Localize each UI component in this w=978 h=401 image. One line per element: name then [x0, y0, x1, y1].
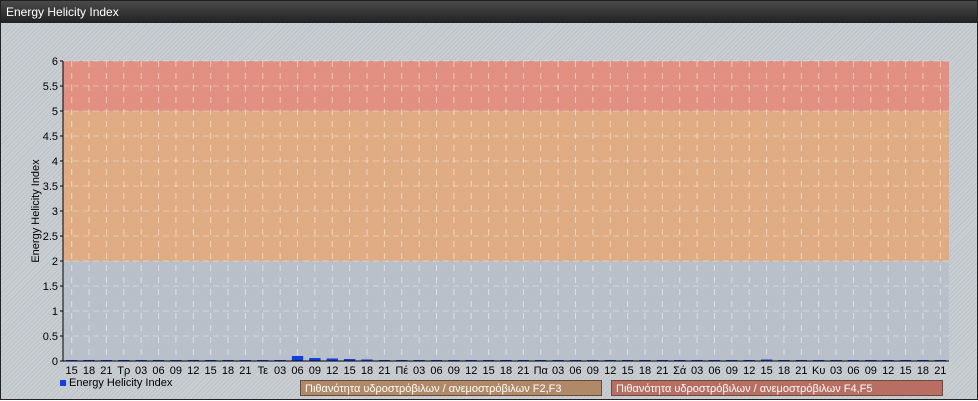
x-tick-label: 06 [708, 365, 720, 377]
x-tick-label: 18 [917, 365, 929, 377]
x-tick-label: 09 [170, 365, 182, 377]
x-tick-label: 09 [865, 365, 877, 377]
y-axis-label: Energy Helicity Index [30, 159, 42, 263]
x-tick-label: 12 [604, 365, 616, 377]
y-tick-label: 1 [52, 306, 58, 318]
x-tick-label: 06 [430, 365, 442, 377]
x-tick-label: 12 [187, 365, 199, 377]
x-tick-label: Πα [534, 365, 549, 377]
bar [343, 359, 356, 361]
y-tick-label: 2.5 [43, 231, 58, 243]
x-tick-label: 18 [83, 365, 95, 377]
x-tick-label: 21 [795, 365, 807, 377]
y-tick-label: 2 [52, 256, 58, 268]
x-tick-label: 09 [448, 365, 460, 377]
x-tick-label: 03 [135, 365, 147, 377]
bar [291, 356, 304, 361]
y-tick-label: 4.5 [43, 131, 58, 143]
x-tick-label: 18 [361, 365, 373, 377]
x-tick-label: Σά [673, 365, 687, 377]
x-tick-label: 15 [760, 365, 772, 377]
x-tick-label: 09 [309, 365, 321, 377]
bar [309, 358, 321, 361]
x-tick-label: 18 [222, 365, 234, 377]
x-tick-label: Τρ [117, 365, 130, 377]
bar [760, 359, 773, 361]
x-tick-label: 15 [621, 365, 633, 377]
x-tick-label: 21 [656, 365, 668, 377]
x-tick-label: 21 [934, 365, 946, 377]
y-tick-label: 1.5 [43, 281, 58, 293]
x-tick-label: 09 [726, 365, 738, 377]
bar [326, 358, 338, 361]
x-tick-label: 15 [66, 365, 78, 377]
x-tick-label: 06 [847, 365, 859, 377]
x-tick-label: 18 [639, 365, 651, 377]
legend-series: Energy Helicity Index [60, 376, 172, 390]
x-tick-label: Πέ [395, 365, 408, 377]
x-tick-label: 12 [882, 365, 894, 377]
bar [361, 359, 373, 361]
y-tick-label: 4 [52, 156, 58, 168]
x-tick-label: 21 [378, 365, 390, 377]
x-tick-label: 15 [483, 365, 495, 377]
y-tick-label: 5 [52, 106, 58, 118]
x-tick-label: 18 [500, 365, 512, 377]
legend-band-f4f5: Πιθανότητα υδροστρόβιλων / ανεμοστρόβιλω… [611, 380, 943, 396]
x-tick-label: Τε [258, 365, 269, 377]
y-tick-label: 0.5 [43, 331, 58, 343]
x-tick-label: 21 [100, 365, 112, 377]
y-tick-label: 0 [52, 356, 58, 368]
x-tick-label: 18 [778, 365, 790, 377]
y-tick-label: 6 [52, 56, 58, 68]
x-tick-label: 09 [587, 365, 599, 377]
x-tick-label: 12 [465, 365, 477, 377]
y-tick-label: 3 [52, 206, 58, 218]
x-tick-label: 12 [326, 365, 338, 377]
y-tick-label: 5.5 [43, 81, 58, 93]
x-tick-label: 06 [569, 365, 581, 377]
x-tick-label: 03 [413, 365, 425, 377]
x-tick-label: 03 [274, 365, 286, 377]
x-tick-label: 21 [239, 365, 251, 377]
x-tick-label: 06 [291, 365, 303, 377]
x-tick-label: 15 [344, 365, 356, 377]
legend-band-f2f3: Πιθανότητα υδροστρόβιλων / ανεμοστρόβιλω… [300, 380, 602, 396]
legend-series-label: Energy Helicity Index [69, 377, 173, 389]
x-tick-label: 03 [691, 365, 703, 377]
x-tick-label: 12 [743, 365, 755, 377]
x-tick-label: 15 [205, 365, 217, 377]
x-tick-label: 03 [830, 365, 842, 377]
x-tick-label: 15 [899, 365, 911, 377]
x-tick-label: 21 [517, 365, 529, 377]
x-tick-label: 06 [152, 365, 164, 377]
x-tick-label: Κυ [812, 365, 825, 377]
legend-swatch [60, 380, 66, 386]
x-tick-label: 03 [552, 365, 564, 377]
panel-title: Energy Helicity Index [1, 1, 977, 23]
y-tick-label: 3.5 [43, 181, 58, 193]
